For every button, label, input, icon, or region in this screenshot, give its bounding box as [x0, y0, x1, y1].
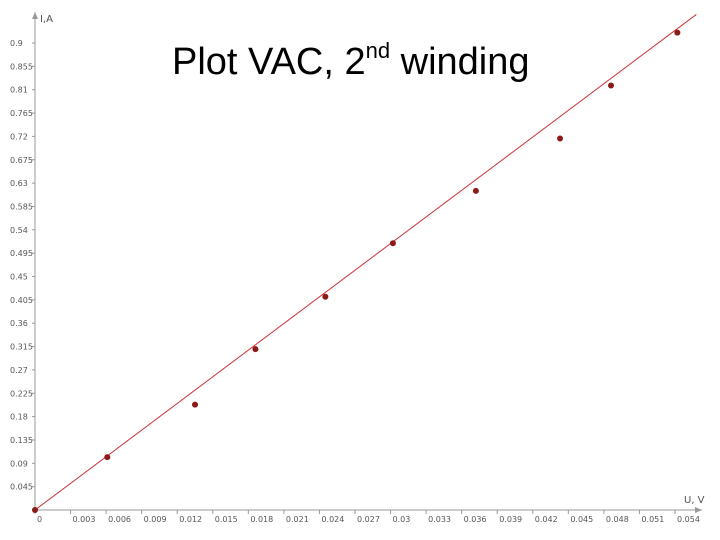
- y-tick-label: 0.585: [10, 202, 33, 211]
- y-axis-label: I,A: [40, 14, 53, 25]
- y-tick-label: 0.45: [10, 273, 28, 282]
- data-point: [557, 135, 564, 142]
- x-tick-label: 0.048: [606, 515, 629, 524]
- y-axis-arrow: [32, 12, 38, 19]
- x-tick-label: 0.015: [215, 515, 238, 524]
- data-point: [252, 346, 259, 353]
- y-tick-label: 0.765: [10, 109, 33, 118]
- fit-line: [34, 14, 697, 511]
- x-tick-label: 0.006: [108, 515, 131, 524]
- x-tick-label: 0.021: [286, 515, 309, 524]
- chart-title-superscript: nd: [366, 38, 390, 63]
- y-tick-label: 0.9: [10, 39, 23, 48]
- x-tick-label: 0.027: [357, 515, 380, 524]
- data-point: [192, 401, 198, 408]
- x-tick-label: 0: [37, 515, 42, 524]
- chart-title: Plot VAC, 2nd winding: [172, 38, 530, 83]
- y-tick-label: 0.18: [10, 413, 28, 422]
- x-tick-label: 0.042: [535, 515, 558, 524]
- axes: I,A U, V: [32, 12, 705, 513]
- y-tick-label: 0.855: [10, 62, 33, 71]
- data-point: [674, 29, 681, 36]
- x-tick-label: 0.03: [393, 515, 411, 524]
- data-point: [389, 240, 396, 247]
- x-tick-label: 0.039: [499, 515, 522, 524]
- chart-title-suffix: winding: [390, 41, 529, 83]
- y-tick-label: 0.72: [10, 132, 28, 141]
- x-tick-label: 0.033: [428, 515, 451, 524]
- y-tick-label: 0.495: [10, 249, 33, 258]
- y-tick-label: 0.405: [10, 296, 33, 305]
- x-tick-label: 0.054: [677, 515, 700, 524]
- x-axis-label: U, V: [684, 495, 705, 506]
- y-tick-label: 0.54: [10, 226, 28, 235]
- y-tick-label: 0.27: [10, 366, 28, 375]
- y-tick-label: 0.81: [10, 86, 28, 95]
- x-tick-label: 0.012: [179, 515, 202, 524]
- fit-line-group: [34, 14, 697, 511]
- data-point: [608, 82, 614, 89]
- x-tick-label: 0.018: [250, 515, 273, 524]
- x-tick-label: 0.051: [641, 515, 664, 524]
- x-tick-label: 0.024: [321, 515, 344, 524]
- x-tick-label: 0.036: [464, 515, 487, 524]
- x-axis-arrow: [695, 507, 702, 513]
- y-tick-label: 0.135: [10, 436, 33, 445]
- data-point: [104, 454, 111, 461]
- y-tick-label: 0.225: [10, 389, 33, 398]
- data-points: [32, 29, 681, 513]
- y-tick-label: 0.36: [10, 319, 28, 328]
- x-tick-label: 0.045: [570, 515, 593, 524]
- y-tick-label: 0.045: [10, 483, 33, 492]
- data-point: [472, 187, 479, 194]
- data-point: [32, 507, 38, 513]
- data-point: [322, 293, 329, 300]
- y-tick-label: 0.315: [10, 343, 33, 352]
- y-tick-label: 0.63: [10, 179, 28, 188]
- x-tick-label: 0.009: [144, 515, 167, 524]
- tick-labels: 0 0.003 0.006 0.009 0.012 0.015 0.018 0.021 0.02…: [10, 39, 700, 524]
- y-tick-label: 0.675: [10, 156, 33, 165]
- x-tick-label: 0.003: [73, 515, 96, 524]
- y-tick-label: 0.09: [10, 459, 28, 468]
